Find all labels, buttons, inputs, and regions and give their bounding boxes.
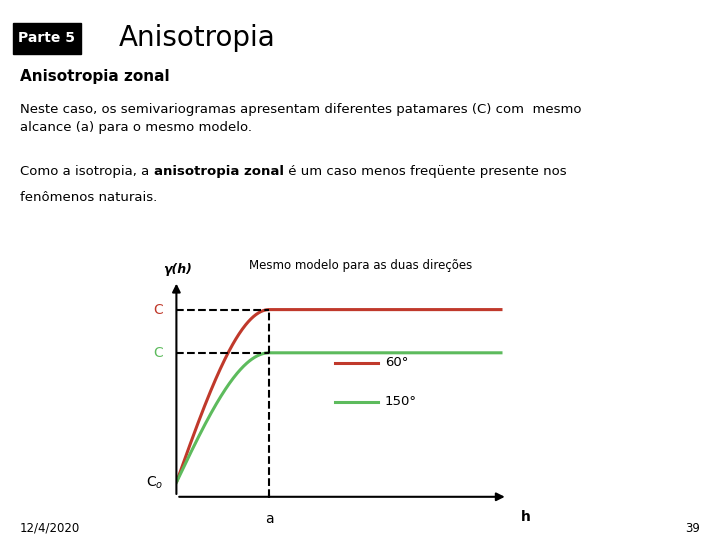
Text: C: C (153, 346, 163, 360)
FancyBboxPatch shape (13, 23, 81, 54)
Text: 39: 39 (685, 522, 700, 535)
Text: Parte 5: Parte 5 (18, 31, 76, 45)
Text: 12/4/2020: 12/4/2020 (20, 522, 81, 535)
Text: anisotropia zonal: anisotropia zonal (153, 165, 284, 178)
Text: h: h (521, 510, 531, 524)
Text: Como a isotropia, a: Como a isotropia, a (20, 165, 153, 178)
Text: fenômenos naturais.: fenômenos naturais. (20, 191, 158, 204)
Text: C$_o$: C$_o$ (146, 474, 163, 491)
Text: é um caso menos freqüente presente nos: é um caso menos freqüente presente nos (284, 165, 567, 178)
Text: Neste caso, os semivariogramas apresentam diferentes patamares (C) com  mesmo
al: Neste caso, os semivariogramas apresenta… (20, 103, 582, 133)
Text: γ(h): γ(h) (163, 264, 192, 276)
Text: 150°: 150° (385, 395, 417, 408)
Text: 60°: 60° (385, 356, 408, 369)
Text: a: a (265, 512, 274, 526)
Text: C: C (153, 302, 163, 316)
Text: Anisotropia: Anisotropia (119, 24, 276, 52)
Text: Anisotropia zonal: Anisotropia zonal (20, 69, 170, 84)
Text: Mesmo modelo para as duas direções: Mesmo modelo para as duas direções (249, 259, 472, 272)
